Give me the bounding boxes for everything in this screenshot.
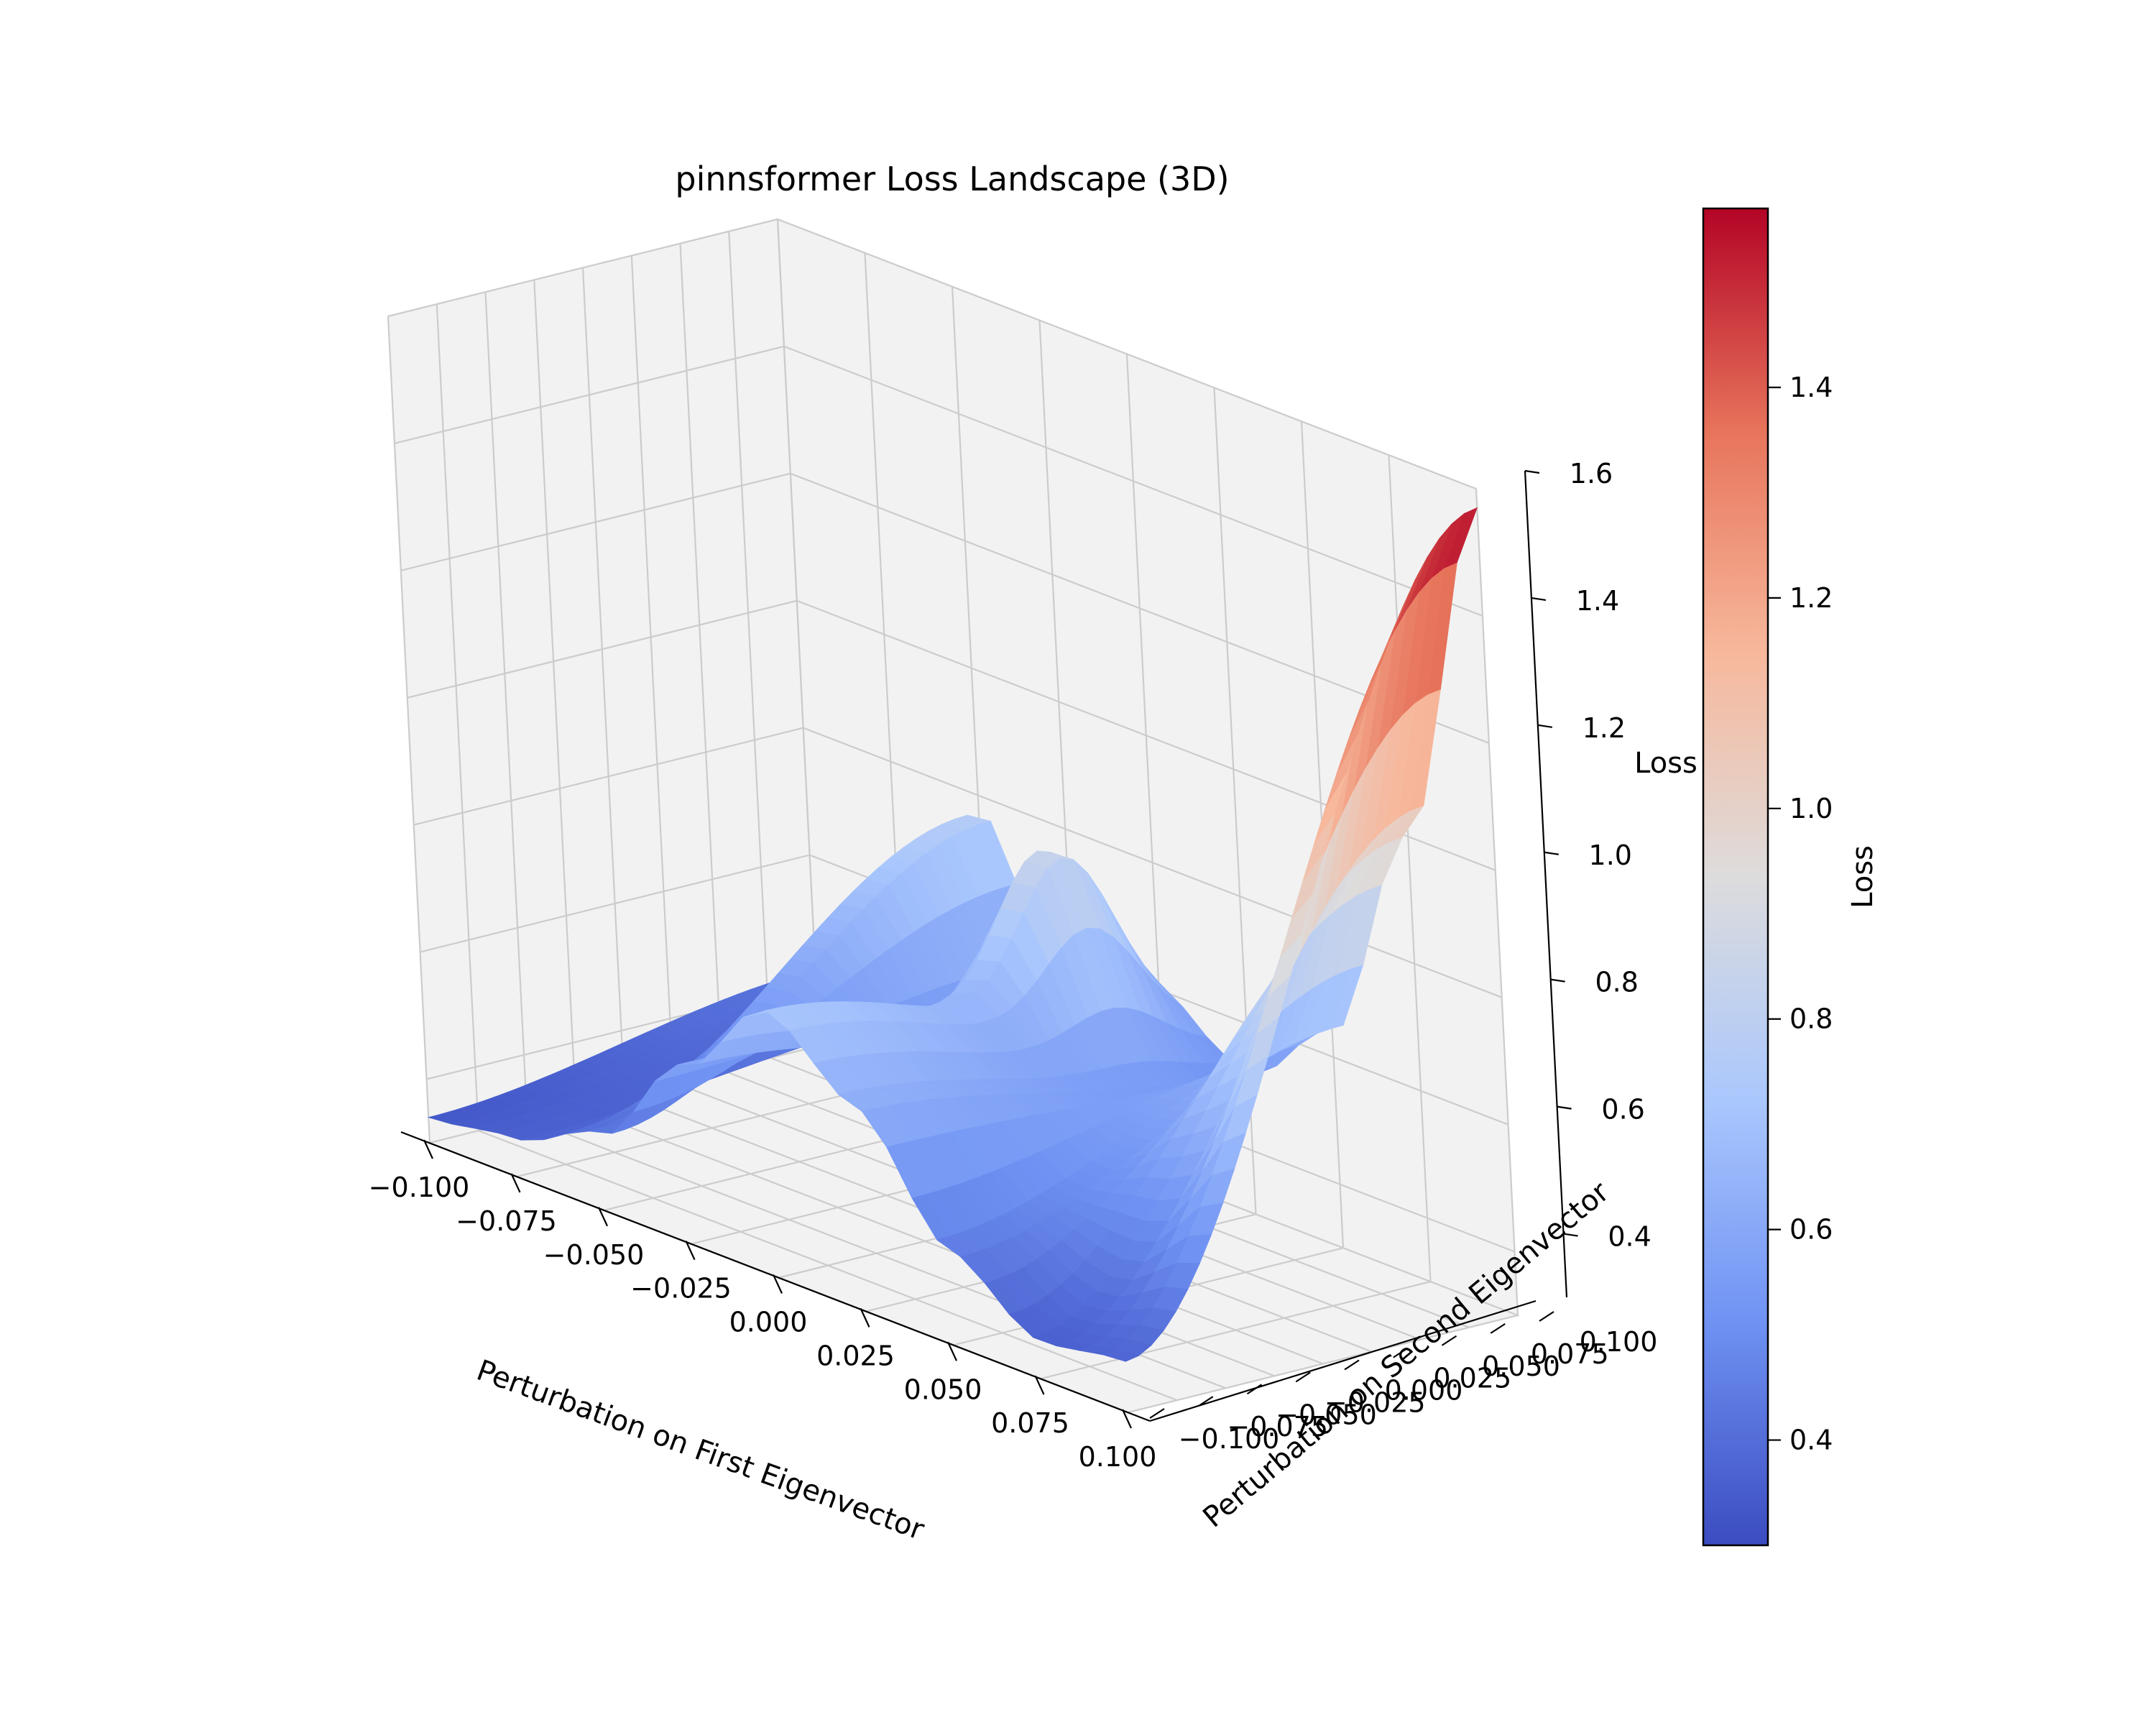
surface-cell-29-0 [1102, 1348, 1140, 1362]
x-tick-label-2: −0.050 [543, 1239, 645, 1271]
z-axis-title: Loss [1634, 747, 1697, 780]
z-axis-line [1524, 470, 1568, 1298]
z-tick-mark-5 [1531, 597, 1547, 602]
z-tick-label-5: 1.4 [1576, 585, 1619, 617]
x-tick-label-6: 0.050 [904, 1374, 982, 1405]
x-tick-mark-2 [598, 1207, 608, 1227]
z-tick-mark-1 [1557, 1105, 1572, 1110]
z-tick-label-4: 1.2 [1583, 712, 1626, 744]
z-tick-mark-3 [1544, 851, 1559, 855]
y-tick-mark-4 [1344, 1359, 1360, 1371]
y-tick-label-0: −0.100 [1179, 1423, 1280, 1455]
loss-surface [427, 507, 1478, 1362]
y-tick-label-6: 0.050 [1482, 1351, 1560, 1382]
grid-z-3 [407, 599, 1496, 871]
x-tick-label-4: 0.000 [729, 1307, 808, 1338]
x-tick-mark-1 [510, 1173, 521, 1193]
x-tick-mark-0 [423, 1139, 433, 1159]
x-tick-label-7: 0.075 [991, 1407, 1069, 1439]
colorbar-ticks: 0.4 0.6 0.8 1.0 1.2 1.4 [1768, 372, 1833, 1456]
y-tick-label-5: 0.025 [1433, 1363, 1511, 1394]
y-tick-label-8: 0.100 [1580, 1326, 1658, 1358]
y-axis-line [1149, 1300, 1537, 1422]
z-tick-mark-6 [1524, 469, 1540, 474]
x-tick-label-8: 0.100 [1079, 1441, 1157, 1473]
colorbar-tick-label-5: 1.4 [1789, 372, 1833, 403]
x-tick-mark-3 [685, 1241, 696, 1261]
x-tick-label-1: −0.075 [456, 1205, 557, 1237]
colorbar-tick-label-0: 0.4 [1789, 1425, 1833, 1456]
x-tick-mark-4 [773, 1274, 783, 1294]
grid-z-2 [413, 727, 1503, 998]
grid-z-4 [400, 472, 1490, 744]
z-tick-label-0: 0.4 [1608, 1221, 1651, 1253]
colorbar-tick-label-3: 1.0 [1789, 793, 1833, 824]
y-tick-label-1: −0.075 [1227, 1411, 1328, 1443]
y-tick-label-7: 0.075 [1531, 1338, 1609, 1370]
colorbar-label: Loss [1846, 845, 1879, 908]
x-tick-mark-5 [860, 1307, 870, 1328]
z-tick-label-3: 1.0 [1589, 840, 1632, 871]
colorbar-tick-label-2: 0.8 [1789, 1003, 1833, 1035]
x-axis-title: Perturbation on First Eigenvector [472, 1354, 929, 1547]
grid-z-6 [387, 218, 1477, 490]
z-tick-label-2: 0.8 [1595, 967, 1638, 998]
y-tick-mark-1 [1198, 1396, 1214, 1407]
z-tick-label-6: 1.6 [1570, 458, 1613, 489]
grid-y-1 [436, 304, 1178, 1402]
colorbar-tick-label-1: 0.6 [1789, 1214, 1833, 1246]
y-tick-label-4: 0.000 [1385, 1375, 1463, 1407]
x-tick-mark-8 [1122, 1409, 1132, 1429]
x-tick-label-5: 0.025 [816, 1340, 895, 1371]
chart-title: pinnsformer Loss Landscape (3D) [675, 160, 1229, 198]
y-tick-label-3: −0.025 [1325, 1386, 1426, 1418]
y-tick-mark-8 [1539, 1311, 1554, 1322]
y-tick-label-2: −0.050 [1276, 1399, 1377, 1430]
grid-z-5 [394, 345, 1483, 617]
y-tick-mark-6 [1441, 1335, 1457, 1346]
z-tick-mark-4 [1537, 724, 1553, 728]
x-axis-line [400, 1131, 1151, 1422]
y-axis-ticks: −0.100−0.075−0.050−0.0250.0000.0250.0500… [1149, 1311, 1658, 1455]
x-tick-label-3: −0.025 [630, 1273, 732, 1305]
y-tick-mark-5 [1393, 1347, 1409, 1358]
colorbar [1702, 207, 1769, 1547]
z-tick-label-1: 0.6 [1601, 1094, 1644, 1126]
z-axis-ticks: 0.4 0.6 0.8 1.0 1.2 1.4 1.6 [1524, 458, 1651, 1253]
x-tick-label-0: −0.100 [369, 1172, 470, 1203]
colorbar-tick-label-4: 1.2 [1789, 582, 1833, 614]
axis-lines [400, 470, 1568, 1422]
y-tick-mark-2 [1246, 1384, 1263, 1395]
x-tick-mark-6 [947, 1341, 957, 1361]
y-tick-mark-0 [1149, 1408, 1165, 1419]
z-tick-mark-0 [1563, 1233, 1578, 1237]
y-tick-mark-7 [1490, 1322, 1506, 1334]
x-tick-mark-7 [1034, 1375, 1045, 1395]
y-tick-mark-3 [1295, 1371, 1311, 1383]
z-tick-mark-2 [1550, 978, 1565, 983]
